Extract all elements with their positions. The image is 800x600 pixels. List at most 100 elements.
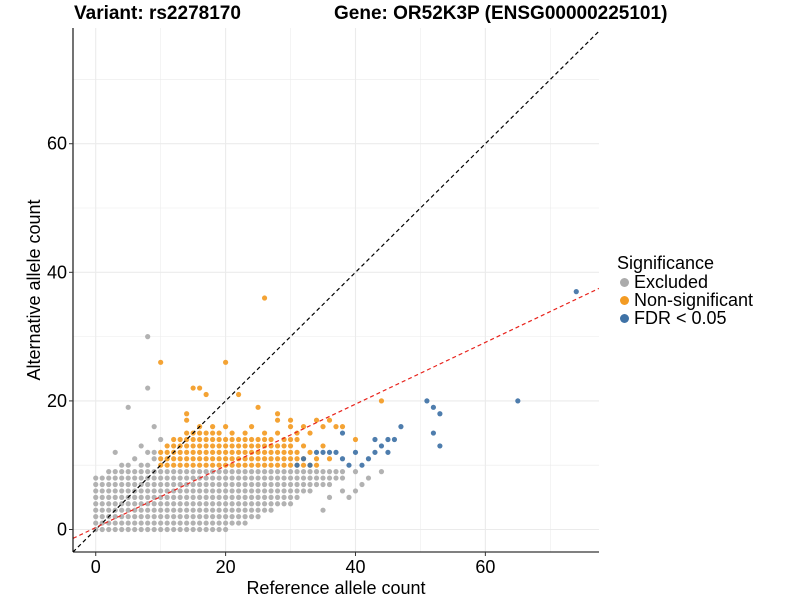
point-excluded bbox=[248, 488, 255, 494]
point-excluded bbox=[223, 507, 229, 513]
point-non-significant bbox=[197, 443, 203, 449]
point-excluded bbox=[261, 475, 268, 481]
point-excluded bbox=[255, 494, 261, 500]
point-non-significant bbox=[210, 430, 216, 436]
point-excluded bbox=[158, 469, 164, 475]
point-non-significant bbox=[190, 385, 196, 391]
point-excluded bbox=[190, 475, 196, 481]
point-non-significant bbox=[281, 443, 287, 449]
point-excluded bbox=[138, 488, 144, 494]
chart-title-variant: Variant: rs2278170 bbox=[74, 3, 241, 24]
point-excluded bbox=[235, 475, 242, 481]
point-non-significant bbox=[261, 430, 268, 436]
point-excluded bbox=[235, 514, 242, 520]
point-excluded bbox=[184, 501, 190, 507]
point-excluded bbox=[112, 469, 118, 475]
point-non-significant bbox=[171, 443, 177, 449]
point-fdr-0-05 bbox=[424, 398, 430, 404]
point-excluded bbox=[261, 469, 268, 475]
point-fdr-0-05 bbox=[573, 289, 579, 295]
point-non-significant bbox=[190, 443, 196, 449]
point-excluded bbox=[177, 507, 183, 513]
point-excluded bbox=[346, 494, 352, 500]
y-tick-label: 20 bbox=[47, 391, 67, 411]
point-non-significant bbox=[190, 436, 196, 443]
point-non-significant bbox=[171, 436, 177, 443]
point-excluded bbox=[158, 520, 164, 526]
point-non-significant bbox=[378, 398, 385, 404]
point-excluded bbox=[190, 514, 196, 520]
point-excluded bbox=[216, 514, 222, 520]
point-excluded bbox=[93, 481, 99, 488]
point-excluded bbox=[339, 488, 346, 494]
point-non-significant bbox=[242, 443, 248, 449]
point-non-significant bbox=[197, 449, 203, 455]
point-excluded bbox=[210, 475, 216, 481]
point-excluded bbox=[242, 469, 248, 475]
point-excluded bbox=[216, 526, 222, 533]
point-excluded bbox=[287, 501, 294, 507]
point-non-significant bbox=[248, 424, 255, 430]
point-non-significant bbox=[320, 424, 326, 430]
point-excluded bbox=[177, 520, 183, 526]
point-non-significant bbox=[235, 456, 242, 462]
point-excluded bbox=[274, 481, 281, 488]
point-non-significant bbox=[235, 449, 242, 455]
point-non-significant bbox=[223, 424, 229, 430]
point-non-significant bbox=[268, 456, 274, 462]
point-excluded bbox=[287, 469, 294, 475]
point-excluded bbox=[125, 475, 131, 481]
point-excluded bbox=[138, 469, 144, 475]
point-excluded bbox=[119, 481, 125, 488]
point-excluded bbox=[158, 514, 164, 520]
point-excluded bbox=[281, 488, 287, 494]
point-fdr-0-05 bbox=[300, 456, 307, 462]
point-non-significant bbox=[177, 462, 183, 468]
point-excluded bbox=[164, 520, 170, 526]
point-non-significant bbox=[313, 417, 320, 423]
point-non-significant bbox=[197, 456, 203, 462]
point-fdr-0-05 bbox=[333, 449, 339, 455]
point-excluded bbox=[119, 462, 125, 468]
point-excluded bbox=[158, 436, 164, 443]
point-non-significant bbox=[281, 462, 287, 468]
point-excluded bbox=[203, 488, 209, 494]
point-excluded bbox=[268, 488, 274, 494]
point-non-significant bbox=[326, 417, 333, 423]
point-excluded bbox=[112, 475, 118, 481]
point-fdr-0-05 bbox=[352, 449, 359, 455]
point-excluded bbox=[190, 507, 196, 513]
point-excluded bbox=[119, 520, 125, 526]
point-excluded bbox=[255, 469, 261, 475]
point-excluded bbox=[106, 526, 112, 533]
point-excluded bbox=[255, 501, 261, 507]
point-excluded bbox=[203, 501, 209, 507]
point-excluded bbox=[268, 469, 274, 475]
point-excluded bbox=[294, 488, 300, 494]
point-excluded bbox=[203, 481, 209, 488]
point-non-significant bbox=[190, 449, 196, 455]
point-excluded bbox=[145, 514, 151, 520]
point-non-significant bbox=[333, 424, 339, 430]
point-excluded bbox=[210, 514, 216, 520]
point-non-significant bbox=[184, 449, 190, 455]
point-excluded bbox=[93, 475, 99, 481]
point-excluded bbox=[158, 501, 164, 507]
point-excluded bbox=[307, 481, 313, 488]
point-non-significant bbox=[261, 295, 268, 301]
point-non-significant bbox=[255, 456, 261, 462]
point-non-significant bbox=[242, 462, 248, 468]
point-non-significant bbox=[229, 449, 235, 455]
point-non-significant bbox=[274, 449, 281, 455]
point-excluded bbox=[365, 475, 372, 481]
point-fdr-0-05 bbox=[320, 449, 326, 455]
point-excluded bbox=[287, 494, 294, 500]
point-excluded bbox=[125, 488, 131, 494]
point-excluded bbox=[294, 494, 300, 500]
point-excluded bbox=[294, 469, 300, 475]
point-excluded bbox=[151, 456, 157, 462]
point-non-significant bbox=[294, 436, 300, 443]
point-excluded bbox=[235, 469, 242, 475]
point-excluded bbox=[145, 507, 151, 513]
point-excluded bbox=[112, 488, 118, 494]
